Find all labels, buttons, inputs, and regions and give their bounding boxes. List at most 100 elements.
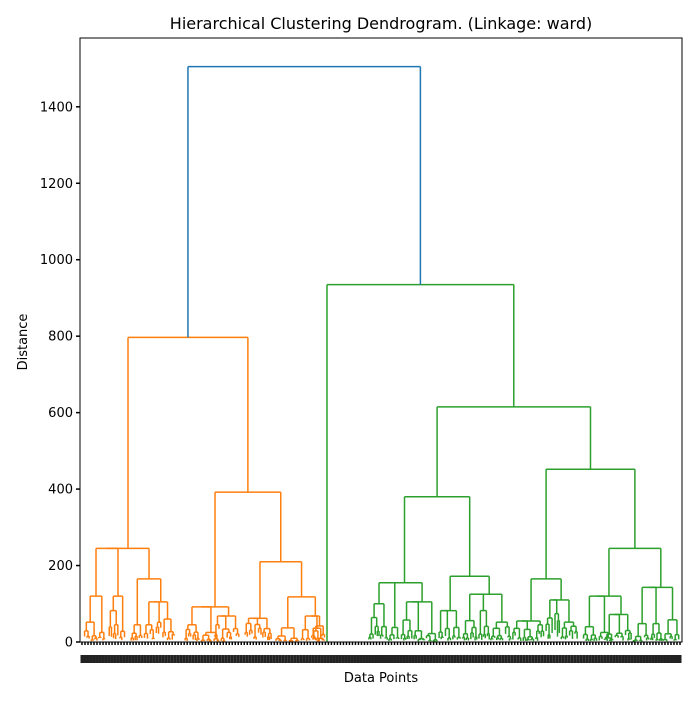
leaf-label-mark bbox=[308, 655, 312, 663]
leaf-label-mark bbox=[540, 655, 544, 663]
leaf-label-mark bbox=[453, 655, 457, 663]
leaf-label-mark bbox=[239, 655, 243, 663]
leaf-label-mark bbox=[669, 655, 673, 663]
leaf-label-mark bbox=[197, 655, 201, 663]
leaf-label-mark bbox=[672, 655, 676, 663]
leaf-label-mark bbox=[218, 655, 222, 663]
leaf-label-mark bbox=[305, 655, 309, 663]
plot-frame bbox=[79, 37, 683, 643]
leaf-label-mark bbox=[651, 655, 655, 663]
leaf-label-mark bbox=[104, 655, 108, 663]
leaf-label-mark bbox=[546, 655, 550, 663]
leaf-label-mark bbox=[245, 655, 249, 663]
leaf-label-mark bbox=[549, 655, 553, 663]
leaf-label-mark bbox=[293, 655, 297, 663]
leaf-label-mark bbox=[585, 655, 589, 663]
leaf-label-mark bbox=[374, 655, 378, 663]
leaf-label-mark bbox=[555, 655, 559, 663]
leaf-label-mark bbox=[480, 655, 484, 663]
leaf-label-mark bbox=[597, 655, 601, 663]
leaf-label-mark bbox=[444, 655, 448, 663]
leaf-label-mark bbox=[176, 655, 180, 663]
leaf-label-mark bbox=[368, 655, 372, 663]
y-tick-label: 1200 bbox=[40, 177, 73, 192]
leaf-label-mark bbox=[483, 655, 487, 663]
leaf-label-mark bbox=[477, 655, 481, 663]
leaf-label-mark bbox=[158, 655, 162, 663]
leaf-label-mark bbox=[356, 655, 360, 663]
leaf-label-mark bbox=[615, 655, 619, 663]
leaf-label-mark bbox=[495, 655, 499, 663]
leaf-label-mark bbox=[627, 655, 631, 663]
leaf-label-mark bbox=[287, 655, 291, 663]
leaf-label-mark bbox=[537, 655, 541, 663]
leaf-label-mark bbox=[564, 655, 568, 663]
leaf-label-mark bbox=[504, 655, 508, 663]
leaf-label-mark bbox=[101, 655, 105, 663]
leaf-label-mark bbox=[137, 655, 141, 663]
leaf-label-mark bbox=[450, 655, 454, 663]
leaf-label-mark bbox=[302, 655, 306, 663]
leaf-label-mark bbox=[266, 655, 270, 663]
leaf-label-mark bbox=[200, 655, 204, 663]
leaf-label-mark bbox=[522, 655, 526, 663]
leaf-label-mark bbox=[573, 655, 577, 663]
leaf-label-mark bbox=[432, 655, 436, 663]
leaf-label-mark bbox=[414, 655, 418, 663]
y-tick-label: 1000 bbox=[40, 253, 73, 268]
leaf-label-mark bbox=[89, 655, 93, 663]
leaf-label-mark bbox=[272, 655, 276, 663]
y-axis-ticks: 0 200 400 600 800 1000 1200 1400 bbox=[40, 100, 80, 651]
leaf-label-mark bbox=[209, 655, 213, 663]
leaf-label-mark bbox=[113, 655, 117, 663]
leaf-label-mark bbox=[149, 655, 153, 663]
leaf-label-mark bbox=[642, 655, 646, 663]
leaf-label-mark bbox=[534, 655, 538, 663]
leaf-label-mark bbox=[570, 655, 574, 663]
leaf-label-mark bbox=[666, 655, 670, 663]
leaf-label-mark bbox=[645, 655, 649, 663]
leaf-label-mark bbox=[648, 655, 652, 663]
leaf-label-mark bbox=[338, 655, 342, 663]
leaf-label-mark bbox=[371, 655, 375, 663]
leaf-label-mark bbox=[594, 655, 598, 663]
leaf-label-mark bbox=[188, 655, 192, 663]
leaf-label-mark bbox=[263, 655, 267, 663]
leaf-label-mark bbox=[299, 655, 303, 663]
leaf-label-mark bbox=[323, 655, 327, 663]
leaf-label-mark bbox=[344, 655, 348, 663]
leaf-label-mark bbox=[660, 655, 664, 663]
dendrogram-links bbox=[83, 65, 680, 642]
leaf-label-mark bbox=[278, 655, 282, 663]
leaf-label-mark bbox=[633, 655, 637, 663]
leaf-label-mark bbox=[119, 655, 123, 663]
leaf-label-mark bbox=[227, 655, 231, 663]
leaf-label-mark bbox=[576, 655, 580, 663]
leaf-label-mark bbox=[353, 655, 357, 663]
leaf-label-mark bbox=[459, 655, 463, 663]
leaf-label-mark bbox=[146, 655, 150, 663]
leaf-label-mark bbox=[498, 655, 502, 663]
leaf-label-mark bbox=[359, 655, 363, 663]
leaf-label-mark bbox=[134, 655, 138, 663]
chart-title: Hierarchical Clustering Dendrogram. (Lin… bbox=[170, 14, 592, 33]
leaf-label-mark bbox=[429, 655, 433, 663]
leaf-label-mark bbox=[143, 655, 147, 663]
leaf-label-mark bbox=[519, 655, 523, 663]
leaf-label-mark bbox=[296, 655, 300, 663]
leaf-label-mark bbox=[203, 655, 207, 663]
leaf-label-mark bbox=[95, 655, 99, 663]
leaf-label-mark bbox=[140, 655, 144, 663]
leaf-label-mark bbox=[80, 655, 84, 663]
leaf-label-mark bbox=[335, 655, 339, 663]
leaf-label-mark bbox=[242, 655, 246, 663]
leaf-label-mark bbox=[377, 655, 381, 663]
leaf-label-mark bbox=[408, 655, 412, 663]
leaf-label-mark bbox=[612, 655, 616, 663]
leaf-label-mark bbox=[417, 655, 421, 663]
leaf-label-mark bbox=[405, 655, 409, 663]
leaf-label-mark bbox=[122, 655, 126, 663]
leaf-label-mark bbox=[525, 655, 529, 663]
leaf-label-mark bbox=[254, 655, 258, 663]
